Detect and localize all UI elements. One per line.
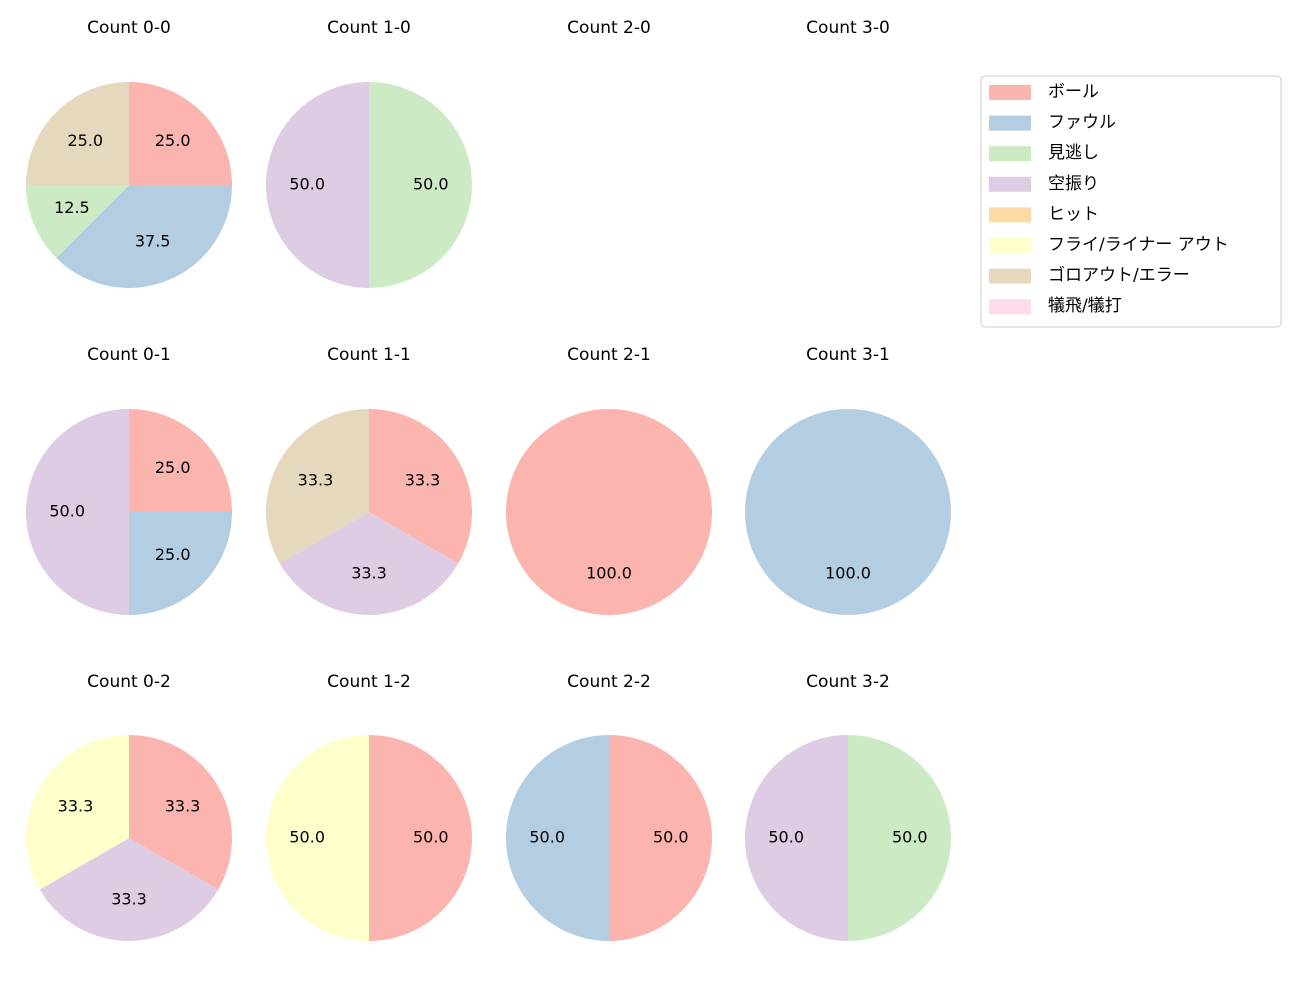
legend-label: ヒット bbox=[1048, 204, 1099, 224]
slice-label: 25.0 bbox=[155, 458, 191, 477]
legend-label: 犠飛/犠打 bbox=[1048, 296, 1122, 316]
slice-label: 100.0 bbox=[586, 563, 632, 582]
slice-label: 33.3 bbox=[298, 471, 334, 490]
pie-slice bbox=[506, 735, 609, 941]
pie-title: Count 3-2 bbox=[806, 672, 890, 692]
pie-slice bbox=[129, 409, 232, 512]
pie-slice bbox=[129, 82, 232, 185]
pie-slice bbox=[506, 409, 712, 615]
slice-label: 50.0 bbox=[289, 828, 325, 847]
slice-label: 50.0 bbox=[413, 828, 449, 847]
slice-label: 25.0 bbox=[155, 131, 191, 150]
slice-label: 50.0 bbox=[529, 828, 565, 847]
slice-label: 50.0 bbox=[653, 828, 689, 847]
slice-label: 50.0 bbox=[892, 828, 928, 847]
slice-label: 37.5 bbox=[135, 232, 171, 251]
pie-slice bbox=[129, 735, 232, 890]
pie-title: Count 0-0 bbox=[87, 18, 171, 38]
legend-label: 空振り bbox=[1048, 174, 1099, 194]
slice-label: 25.0 bbox=[155, 545, 191, 564]
pie-slice bbox=[745, 409, 951, 615]
legend-label: ファウル bbox=[1048, 113, 1116, 133]
pie-slice bbox=[26, 82, 129, 185]
pie-title: Count 1-2 bbox=[327, 672, 411, 692]
pie-slice bbox=[609, 735, 712, 941]
pie-slice bbox=[266, 409, 369, 564]
slice-label: 50.0 bbox=[289, 175, 325, 194]
legend-box bbox=[980, 75, 1282, 328]
pie-title: Count 1-0 bbox=[327, 18, 411, 38]
pie-title: Count 2-2 bbox=[567, 672, 651, 692]
pie-slice bbox=[39, 838, 219, 941]
slice-label: 33.3 bbox=[58, 797, 94, 816]
pie-slice bbox=[848, 735, 951, 941]
pie-slice bbox=[369, 82, 472, 288]
pie-slice bbox=[369, 735, 472, 941]
pie-slice bbox=[369, 409, 472, 564]
pie-title: Count 3-1 bbox=[806, 345, 890, 365]
slice-label: 33.3 bbox=[111, 889, 147, 908]
slice-label: 12.5 bbox=[54, 198, 90, 217]
legend-swatch bbox=[989, 146, 1031, 162]
legend-label: 見逃し bbox=[1048, 143, 1099, 163]
legend-swatch bbox=[989, 115, 1031, 131]
legend-label: フライ/ライナー アウト bbox=[1048, 235, 1229, 255]
legend-label: ボール bbox=[1048, 82, 1099, 102]
pie-title: Count 0-2 bbox=[87, 672, 171, 692]
slice-label: 25.0 bbox=[67, 131, 103, 150]
slice-label: 50.0 bbox=[413, 175, 449, 194]
legend-swatch bbox=[989, 238, 1031, 253]
legend-swatch bbox=[989, 268, 1031, 284]
pie-slice bbox=[745, 735, 848, 941]
pie-slice bbox=[266, 735, 369, 941]
legend-swatch bbox=[989, 207, 1031, 223]
pie-slice bbox=[266, 82, 369, 288]
pie-slice bbox=[26, 185, 129, 258]
pie-title: Count 2-1 bbox=[567, 345, 651, 365]
legend-swatch bbox=[989, 176, 1031, 192]
pie-slice bbox=[26, 409, 129, 615]
legend-swatch bbox=[989, 299, 1031, 315]
pie-slice bbox=[56, 185, 233, 288]
pie-slice bbox=[26, 735, 130, 890]
slice-label: 50.0 bbox=[768, 828, 804, 847]
slice-label: 100.0 bbox=[825, 563, 871, 582]
legend-label: ゴロアウト/エラー bbox=[1048, 265, 1190, 286]
pie-slice bbox=[129, 512, 232, 615]
slice-label: 33.3 bbox=[165, 797, 201, 816]
pie-title: Count 2-0 bbox=[567, 18, 651, 38]
pie-title: Count 0-1 bbox=[87, 345, 171, 365]
pie-title: Count 1-1 bbox=[327, 345, 411, 365]
pie-title: Count 3-0 bbox=[806, 18, 890, 38]
slice-label: 50.0 bbox=[49, 502, 85, 521]
slice-label: 33.3 bbox=[405, 471, 441, 490]
legend-swatch bbox=[989, 85, 1031, 100]
slice-label: 33.3 bbox=[351, 563, 387, 582]
